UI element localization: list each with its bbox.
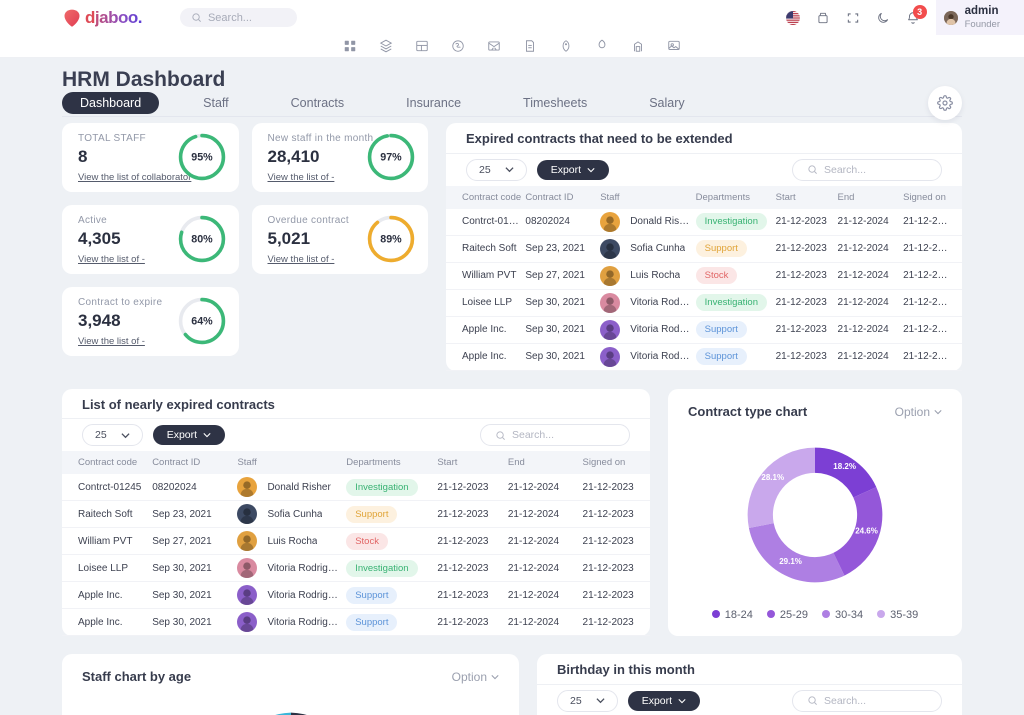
svg-text:89%: 89%: [380, 234, 402, 246]
svg-text:24.6%: 24.6%: [855, 526, 878, 535]
svg-text:64%: 64%: [191, 316, 213, 328]
svg-text:18.2%: 18.2%: [833, 462, 856, 471]
svg-text:80%: 80%: [191, 234, 213, 246]
svg-text:28.1%: 28.1%: [761, 473, 784, 482]
svg-text:95%: 95%: [191, 152, 213, 164]
svg-text:97%: 97%: [380, 152, 402, 164]
svg-text:29.1%: 29.1%: [779, 557, 802, 566]
